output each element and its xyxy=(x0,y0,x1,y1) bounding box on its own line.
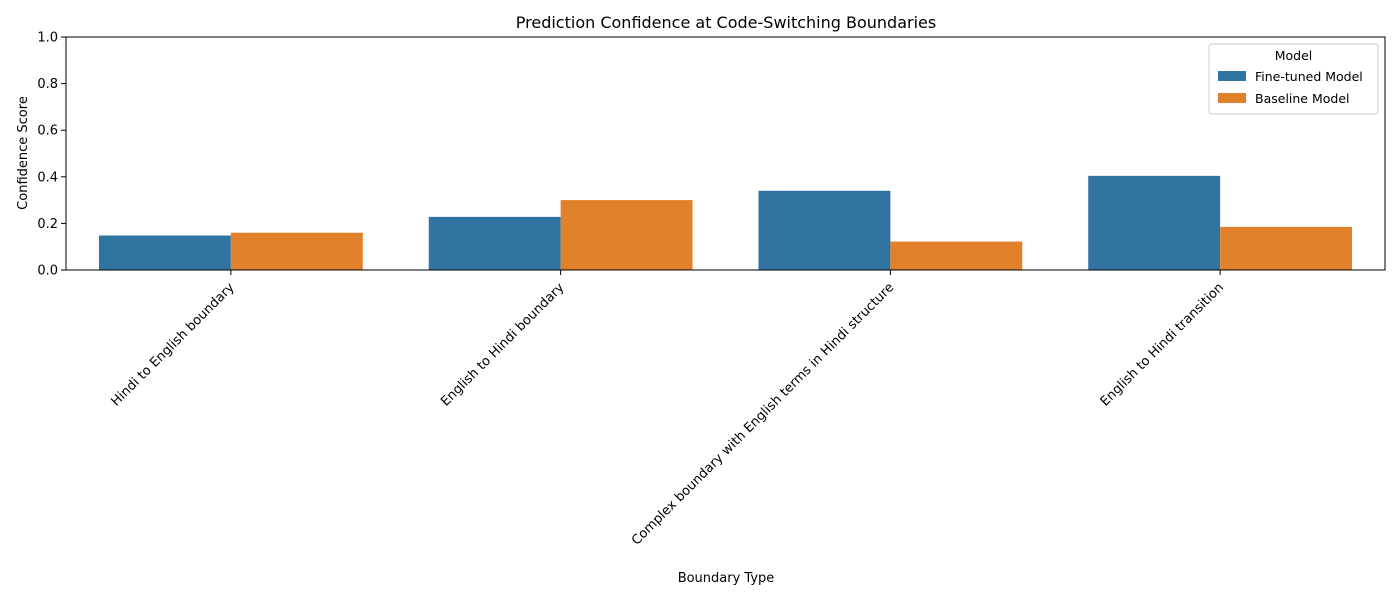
y-axis: 0.0 0.2 0.4 0.6 0.8 1.0 xyxy=(37,31,66,279)
legend-swatch-0 xyxy=(1218,71,1246,81)
bar-baseline-0 xyxy=(230,232,363,270)
legend: Model Fine-tuned Model Baseline Model xyxy=(1208,43,1379,115)
legend-entry-0: Fine-tuned Model xyxy=(1255,69,1363,84)
bar-finetuned-1 xyxy=(428,216,561,270)
y-tick-label: 0.2 xyxy=(37,217,58,232)
legend-box xyxy=(1208,43,1379,115)
plot-area xyxy=(65,36,1386,271)
legend-swatch-1 xyxy=(1218,93,1246,103)
bar-baseline-1 xyxy=(560,200,693,270)
y-tick-label: 1.0 xyxy=(37,31,58,46)
y-tick-label: 0.6 xyxy=(37,124,58,139)
bar-baseline-2 xyxy=(890,241,1023,270)
bar-finetuned-0 xyxy=(98,235,231,270)
x-tick-label-1: English to Hindi boundary xyxy=(438,280,567,409)
x-axis-label: Boundary Type xyxy=(678,571,775,586)
chart-title: Prediction Confidence at Code-Switching … xyxy=(516,13,936,32)
bar-baseline-3 xyxy=(1220,226,1353,270)
plot-frame xyxy=(65,36,1386,271)
x-tick-label-3: English to Hindi transition xyxy=(1098,280,1227,409)
y-tick-label: 0.4 xyxy=(37,170,58,185)
x-tick-label-0: Hindi to English boundary xyxy=(108,280,237,409)
legend-entry-1: Baseline Model xyxy=(1255,91,1350,106)
y-tick-label: 0.0 xyxy=(37,264,58,279)
x-tick-label-2: Complex boundary with English terms in H… xyxy=(629,280,897,548)
y-tick-label: 0.8 xyxy=(37,77,58,92)
bar-finetuned-2 xyxy=(758,190,891,270)
legend-title: Model xyxy=(1275,48,1313,63)
x-axis: Hindi to English boundary English to Hind… xyxy=(108,270,1227,549)
y-axis-label: Confidence Score xyxy=(16,96,31,210)
bar-finetuned-3 xyxy=(1088,175,1221,270)
